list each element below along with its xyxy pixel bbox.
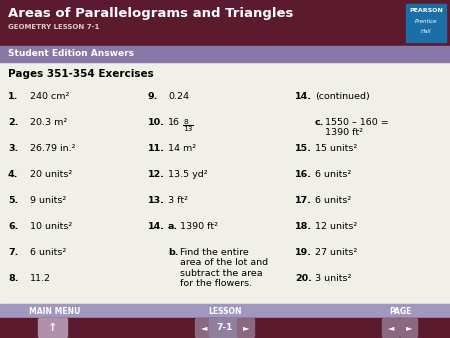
Text: ◄: ◄ [201,323,207,333]
Text: 16.: 16. [295,170,312,179]
Text: 26.79 in.²: 26.79 in.² [30,144,76,153]
Text: LESSON: LESSON [208,307,242,315]
Text: (continued): (continued) [315,92,370,101]
Text: 1.: 1. [8,92,18,101]
Bar [0,0,450,46]
Text: 20.: 20. [295,274,312,283]
Text: 15 units²: 15 units² [315,144,357,153]
Text: 17.: 17. [295,196,312,205]
Text: 10.: 10. [148,118,165,127]
FancyBboxPatch shape [382,318,400,338]
Text: b.: b. [168,248,179,257]
Bar [0,304,450,318]
Text: 12.: 12. [148,170,165,179]
Text: MAIN MENU: MAIN MENU [29,307,81,315]
FancyBboxPatch shape [195,318,212,338]
Text: Student Edition Answers: Student Edition Answers [8,49,134,58]
Text: 6.: 6. [8,222,18,231]
FancyBboxPatch shape [400,318,418,338]
Text: Areas of Parallelograms and Triangles: Areas of Parallelograms and Triangles [8,6,293,20]
Text: 19.: 19. [295,248,312,257]
Text: 240 cm²: 240 cm² [30,92,69,101]
Text: GEOMETRY LESSON 7-1: GEOMETRY LESSON 7-1 [8,24,99,30]
Text: 1390 ft²: 1390 ft² [180,222,218,231]
Text: 14.: 14. [295,92,312,101]
Text: 14 m²: 14 m² [168,144,196,153]
Text: Prentice: Prentice [415,19,437,24]
Bar [0,318,450,338]
Text: 27 units²: 27 units² [315,248,357,257]
Text: 18.: 18. [295,222,312,231]
Text: Pages 351-354 Exercises: Pages 351-354 Exercises [8,69,154,79]
FancyBboxPatch shape [210,318,240,338]
Text: 4.: 4. [8,170,18,179]
Text: 6 units²: 6 units² [315,170,351,179]
Text: 1550 – 160 =
1390 ft²: 1550 – 160 = 1390 ft² [325,118,389,138]
Text: Find the entire
area of the lot and
subtract the area
for the flowers.: Find the entire area of the lot and subt… [180,248,268,288]
Text: 7-1: 7-1 [217,323,233,333]
Text: 3 units²: 3 units² [315,274,351,283]
Text: Hall: Hall [421,29,431,34]
Text: 20 units²: 20 units² [30,170,72,179]
Bar [0,46,450,62]
Text: 2.: 2. [8,118,18,127]
Text: 9.: 9. [148,92,158,101]
Bar [406,4,446,42]
Text: PEARSON: PEARSON [409,8,443,13]
Text: 11.2: 11.2 [30,274,51,283]
Text: 13.: 13. [148,196,165,205]
Text: 6 units²: 6 units² [315,196,351,205]
Text: 5.: 5. [8,196,18,205]
Text: 15.: 15. [295,144,312,153]
FancyBboxPatch shape [238,318,255,338]
Text: 7.: 7. [8,248,18,257]
Text: 11.: 11. [148,144,165,153]
Text: ↑: ↑ [48,323,58,333]
Text: ◄: ◄ [388,323,394,333]
Text: ►: ► [406,323,412,333]
Text: 13.5 yd²: 13.5 yd² [168,170,207,179]
FancyBboxPatch shape [39,318,68,338]
Text: 3.: 3. [8,144,18,153]
Text: 3 ft²: 3 ft² [168,196,188,205]
Text: 16: 16 [168,118,180,127]
Text: 9 units²: 9 units² [30,196,66,205]
Text: a.: a. [168,222,178,231]
Text: 20.3 m²: 20.3 m² [30,118,67,127]
Text: 12 units²: 12 units² [315,222,357,231]
Text: 8: 8 [184,119,189,125]
Text: 6 units²: 6 units² [30,248,66,257]
Text: PAGE: PAGE [389,307,411,315]
Text: 14.: 14. [148,222,165,231]
Text: ►: ► [243,323,249,333]
Text: c.: c. [315,118,324,127]
Text: 8.: 8. [8,274,18,283]
Text: 13: 13 [183,126,193,132]
Text: 0.24: 0.24 [168,92,189,101]
Bar [0,62,450,304]
Text: 10 units²: 10 units² [30,222,72,231]
